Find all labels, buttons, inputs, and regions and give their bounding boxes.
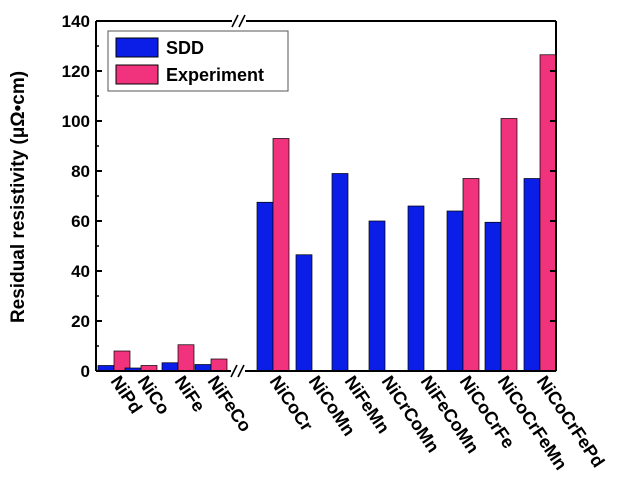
axis-break-mark-bottom-1 (237, 364, 245, 378)
y-tick-label-0: 0 (81, 362, 90, 381)
y-tick-label-100: 100 (62, 112, 90, 131)
bar-experiment-nicocr (272, 138, 290, 372)
y-tick-label-80: 80 (71, 162, 90, 181)
bar-sdd-nicocrfemn (484, 221, 502, 372)
legend: SDD Experiment (107, 30, 289, 92)
y-axis-label: Residual resistivity (μΩ•cm) (8, 71, 29, 323)
axes-layer (95, 14, 557, 378)
y-tick-label-120: 120 (62, 62, 90, 81)
y-tick-label-20: 20 (71, 312, 90, 331)
x-label-nife: NiFe (171, 372, 209, 416)
bar-sdd-nifecomn (407, 205, 425, 372)
y-tick-label-140: 140 (62, 12, 90, 31)
bar-sdd-nifemn (331, 173, 349, 372)
bar-experiment-nifeco (210, 358, 228, 372)
bar-sdd-nicocr (256, 201, 274, 372)
legend-label-sdd: SDD (166, 38, 204, 58)
legend-swatch-sdd (115, 37, 159, 58)
bar-sdd-nicocrfepd (523, 178, 541, 372)
bar-experiment-nicocrfe (462, 178, 480, 372)
bars-layer (97, 54, 557, 372)
y-tick-labels: 0 20 40 60 80 100 120 140 (62, 12, 90, 381)
axis-break-mark-bottom-0 (230, 364, 238, 378)
legend-label-experiment: Experiment (166, 65, 264, 85)
y-tick-label-60: 60 (71, 212, 90, 231)
x-label-nifeco: NiFeCo (204, 372, 256, 435)
axis-break-mark-top-0 (231, 14, 239, 28)
bar-sdd-nife (161, 362, 179, 372)
axis-break-mark-top-1 (238, 14, 246, 28)
bar-sdd-nicomn (295, 254, 313, 372)
y-tick-label-40: 40 (71, 262, 90, 281)
legend-swatch-experiment (115, 64, 159, 85)
bar-sdd-nicocrfe (446, 210, 464, 372)
bar-experiment-nicocrfemn (500, 118, 518, 372)
bar-experiment-nicocrfepd (539, 54, 557, 372)
bar-sdd-nicrcomn (368, 220, 386, 372)
bar-experiment-nife (177, 344, 195, 372)
